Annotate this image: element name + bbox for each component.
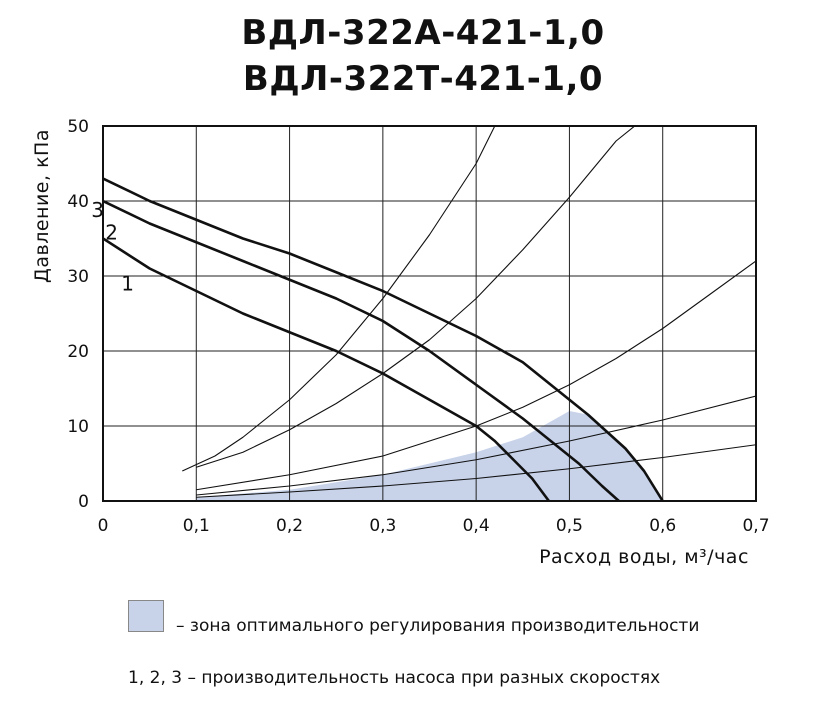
legend-speeds-text: 1, 2, 3 – производительность насоса при … xyxy=(128,668,661,688)
x-tick-label: 0,4 xyxy=(463,516,490,536)
y-tick-label: 20 xyxy=(67,342,89,362)
title-line-2: ВДЛ-322Т-421-1,0 xyxy=(242,59,604,99)
system-curve-2 xyxy=(196,126,636,468)
x-tick-label: 0,6 xyxy=(649,516,676,536)
tick-labels-layer: 0 0,1 0,2 0,3 0,4 0,5 0,6 0,7 0 10 20 30 40 50 xyxy=(67,117,769,536)
pump-curves-layer: 1 23 xyxy=(91,177,664,501)
y-tick-label: 50 xyxy=(67,117,89,137)
legend-zone-swatch xyxy=(128,600,164,632)
system-curve-1 xyxy=(182,126,496,472)
pump-curve-label-2: 2 xyxy=(105,221,118,245)
optimal-zone-area xyxy=(196,411,663,501)
system-curves-layer xyxy=(182,126,756,498)
x-tick-label: 0,5 xyxy=(556,516,583,536)
x-axis-label: Расход воды, м³/час xyxy=(539,546,749,568)
pump-curve-2 xyxy=(103,199,620,501)
y-tick-label: 40 xyxy=(67,192,89,212)
plot-frame xyxy=(102,125,757,502)
x-tick-label: 0,7 xyxy=(742,516,769,536)
pump-curve-1 xyxy=(103,237,550,501)
x-tick-label: 0,2 xyxy=(276,516,303,536)
y-tick-label: 30 xyxy=(67,267,89,287)
chart-title: ВДЛ-322А-421-1,0 ВДЛ-322Т-421-1,0 xyxy=(0,10,816,102)
y-tick-label: 10 xyxy=(67,417,89,437)
x-tick-label: 0,3 xyxy=(369,516,396,536)
optimal-zone-layer xyxy=(196,411,663,501)
pump-curve-3 xyxy=(103,177,664,501)
x-tick-label: 0,1 xyxy=(183,516,210,536)
pump-curve-label-3: 3 xyxy=(91,198,104,222)
legend-zone-text: – зона оптимального регулирования произв… xyxy=(176,616,700,636)
system-curve-4 xyxy=(196,395,756,496)
system-curve-3 xyxy=(196,260,756,491)
y-tick-label: 0 xyxy=(78,492,89,512)
title-line-1: ВДЛ-322А-421-1,0 xyxy=(241,13,605,53)
y-axis-label: Давление, кПа xyxy=(31,129,53,283)
pump-curve-label-1: 1 xyxy=(121,272,134,296)
chart: 1 23 0 0,1 0,2 0,3 0,4 0,5 0,6 0,7 0 10 20 30 40 50 Да… xyxy=(31,117,770,568)
system-curve-5 xyxy=(196,444,756,498)
x-tick-label: 0 xyxy=(98,516,109,536)
